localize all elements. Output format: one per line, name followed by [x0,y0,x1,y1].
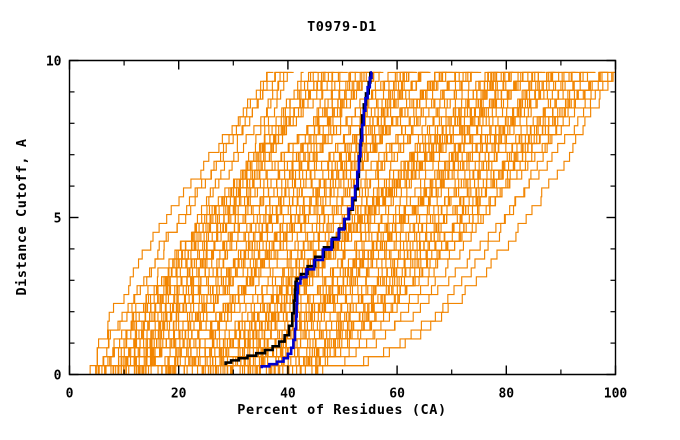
model-curve [96,71,282,374]
model-curve [315,71,616,374]
model-curve [252,71,543,374]
chart-title: T0979-D1 [307,19,377,35]
model-curve [139,71,384,374]
model-curve [183,71,448,374]
model-curve [95,71,286,374]
model-curve [104,71,292,374]
tick-label: 0 [54,369,62,384]
model-curve [169,71,429,374]
model-curve [207,71,482,374]
series-layer [89,71,616,374]
tick-label: 100 [604,387,628,402]
tick-label: 10 [46,55,62,70]
model-curve [227,71,470,374]
tick-label: 20 [171,387,187,402]
tick-label: 40 [280,387,296,402]
model-curve [150,71,396,374]
plot-frame: 0 20 40 60 80 100 0 5 10 [46,55,628,402]
tick-label: 60 [389,387,405,402]
model-curve [311,71,595,374]
x-axis-title: Percent of Residues (CA) [237,402,446,418]
tick-label: 80 [498,387,514,402]
axis-tick-labels: 0 20 40 60 80 100 0 5 10 [46,55,628,402]
model-curve [316,71,614,374]
tick-label: 0 [66,387,74,402]
model-curve [315,71,609,374]
model-curve [279,71,576,374]
model-curve [128,71,333,374]
model-curve [247,71,536,374]
y-axis-title: Distance Cutoff, A [14,138,30,295]
model-curve [304,71,616,374]
model-curve [317,71,609,374]
tick-label: 5 [54,212,62,227]
model-curve [118,71,340,374]
model-curve [296,71,563,374]
highlight-curve-highlight-blue [260,71,373,369]
model-curve [113,71,375,374]
axis-ticks [68,59,617,376]
model-curve [239,71,546,374]
model-curve [201,71,454,374]
model-curve [145,71,407,374]
